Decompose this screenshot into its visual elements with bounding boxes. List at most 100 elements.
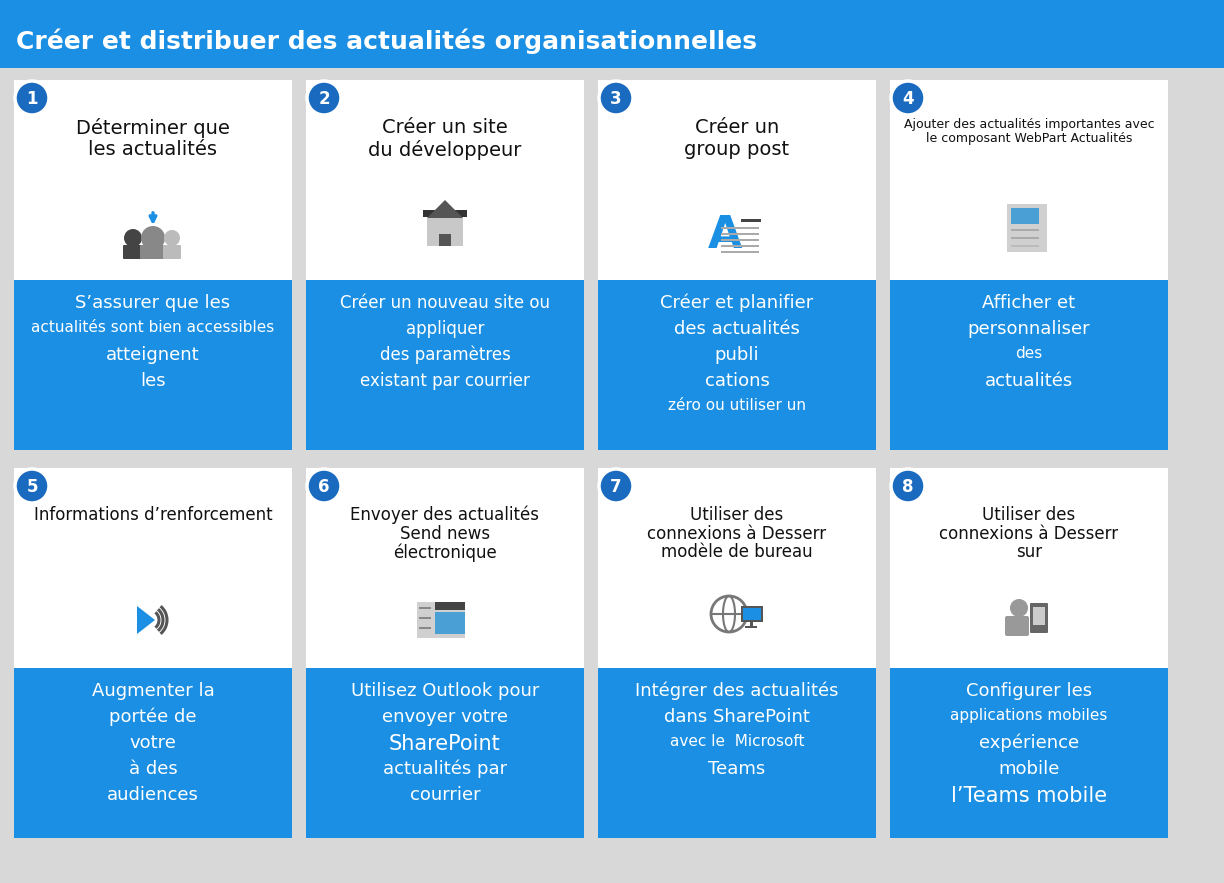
Circle shape [124, 229, 142, 247]
Text: 4: 4 [902, 89, 914, 108]
FancyArrow shape [1011, 245, 1039, 247]
Text: Utiliser des: Utiliser des [983, 506, 1076, 524]
Text: 1: 1 [26, 89, 38, 108]
FancyArrow shape [721, 233, 759, 235]
Text: l’Teams mobile: l’Teams mobile [951, 786, 1106, 806]
Text: connexions à Desserr: connexions à Desserr [940, 525, 1119, 542]
FancyBboxPatch shape [424, 210, 468, 217]
Text: avec le  Microsoft: avec le Microsoft [670, 734, 804, 749]
FancyBboxPatch shape [599, 468, 876, 668]
FancyBboxPatch shape [0, 0, 1224, 68]
FancyArrow shape [721, 245, 759, 247]
Circle shape [599, 469, 633, 503]
Text: actualités sont bien accessibles: actualités sont bien accessibles [32, 320, 274, 335]
Text: portée de: portée de [109, 708, 197, 727]
Text: des actualités: des actualités [674, 320, 800, 338]
Text: Afficher et: Afficher et [983, 294, 1076, 312]
Text: Augmenter la: Augmenter la [92, 682, 214, 700]
FancyArrow shape [419, 627, 431, 630]
FancyBboxPatch shape [1011, 208, 1039, 224]
FancyBboxPatch shape [1031, 603, 1048, 633]
Circle shape [141, 226, 165, 250]
Text: Ajouter des actualités importantes avec: Ajouter des actualités importantes avec [903, 118, 1154, 131]
Text: les actualités: les actualités [88, 140, 218, 159]
Text: le composant WebPart Actualités: le composant WebPart Actualités [925, 132, 1132, 145]
Text: envoyer votre: envoyer votre [382, 708, 508, 726]
FancyArrow shape [741, 218, 761, 222]
Text: Teams: Teams [709, 760, 766, 778]
Circle shape [164, 230, 180, 246]
Text: Send news: Send news [400, 525, 490, 542]
Text: des paramètres: des paramètres [379, 346, 510, 365]
Text: Créer un: Créer un [695, 118, 780, 137]
FancyArrow shape [1011, 237, 1039, 239]
Circle shape [891, 81, 925, 115]
FancyArrow shape [1011, 229, 1039, 231]
Text: Créer un nouveau site ou: Créer un nouveau site ou [340, 294, 550, 312]
Text: actualités: actualités [985, 372, 1073, 390]
Text: courrier: courrier [410, 786, 480, 804]
FancyBboxPatch shape [741, 606, 763, 622]
FancyArrow shape [419, 607, 431, 609]
Text: personnaliser: personnaliser [968, 320, 1091, 338]
Text: appliquer: appliquer [405, 320, 485, 338]
FancyArrow shape [745, 626, 756, 628]
Circle shape [15, 469, 49, 503]
Text: 7: 7 [611, 478, 622, 495]
Polygon shape [137, 606, 155, 634]
Circle shape [15, 81, 49, 115]
Text: audiences: audiences [106, 786, 200, 804]
FancyBboxPatch shape [306, 80, 584, 280]
Circle shape [599, 81, 633, 115]
Text: sur: sur [1016, 543, 1042, 562]
Text: actualités par: actualités par [383, 760, 507, 779]
Text: 2: 2 [318, 89, 329, 108]
Text: zéro ou utiliser un: zéro ou utiliser un [668, 398, 805, 413]
FancyBboxPatch shape [599, 280, 876, 450]
Text: Informations d’renforcement: Informations d’renforcement [34, 506, 272, 524]
Text: SharePoint: SharePoint [389, 734, 501, 754]
FancyBboxPatch shape [306, 468, 584, 668]
Text: 3: 3 [611, 89, 622, 108]
Text: S’assurer que les: S’assurer que les [76, 294, 230, 312]
Text: Déterminer que: Déterminer que [76, 118, 230, 138]
Text: A: A [707, 215, 742, 258]
Text: group post: group post [684, 140, 789, 159]
FancyBboxPatch shape [140, 245, 166, 259]
Text: Créer et distribuer des actualités organisationnelles: Créer et distribuer des actualités organ… [16, 28, 756, 54]
Circle shape [307, 469, 341, 503]
FancyBboxPatch shape [435, 612, 465, 634]
Text: Créer un site: Créer un site [382, 118, 508, 137]
Text: mobile: mobile [999, 760, 1060, 778]
Text: votre: votre [130, 734, 176, 752]
FancyBboxPatch shape [163, 245, 181, 259]
Text: Intégrer des actualités: Intégrer des actualités [635, 682, 838, 700]
FancyBboxPatch shape [427, 218, 463, 246]
Text: publi: publi [715, 346, 759, 364]
FancyBboxPatch shape [13, 80, 293, 280]
FancyArrow shape [721, 227, 759, 230]
Text: 8: 8 [902, 478, 914, 495]
Text: des: des [1016, 346, 1043, 361]
Text: atteignent: atteignent [106, 346, 200, 364]
Text: 5: 5 [26, 478, 38, 495]
Text: expérience: expérience [979, 734, 1080, 752]
Circle shape [307, 81, 341, 115]
FancyArrow shape [721, 238, 759, 241]
FancyBboxPatch shape [890, 668, 1168, 838]
Text: Créer et planifier: Créer et planifier [661, 294, 814, 313]
FancyArrow shape [721, 251, 759, 253]
Polygon shape [427, 200, 463, 218]
FancyBboxPatch shape [417, 602, 465, 638]
Text: modèle de bureau: modèle de bureau [661, 543, 813, 562]
FancyArrow shape [419, 616, 431, 619]
Text: connexions à Desserr: connexions à Desserr [647, 525, 826, 542]
FancyBboxPatch shape [435, 602, 465, 610]
FancyBboxPatch shape [890, 468, 1168, 668]
FancyBboxPatch shape [13, 668, 293, 838]
Circle shape [891, 469, 925, 503]
FancyBboxPatch shape [306, 280, 584, 450]
Text: Envoyer des actualités: Envoyer des actualités [350, 506, 540, 525]
Text: existant par courrier: existant par courrier [360, 372, 530, 390]
Text: du développeur: du développeur [368, 140, 521, 160]
